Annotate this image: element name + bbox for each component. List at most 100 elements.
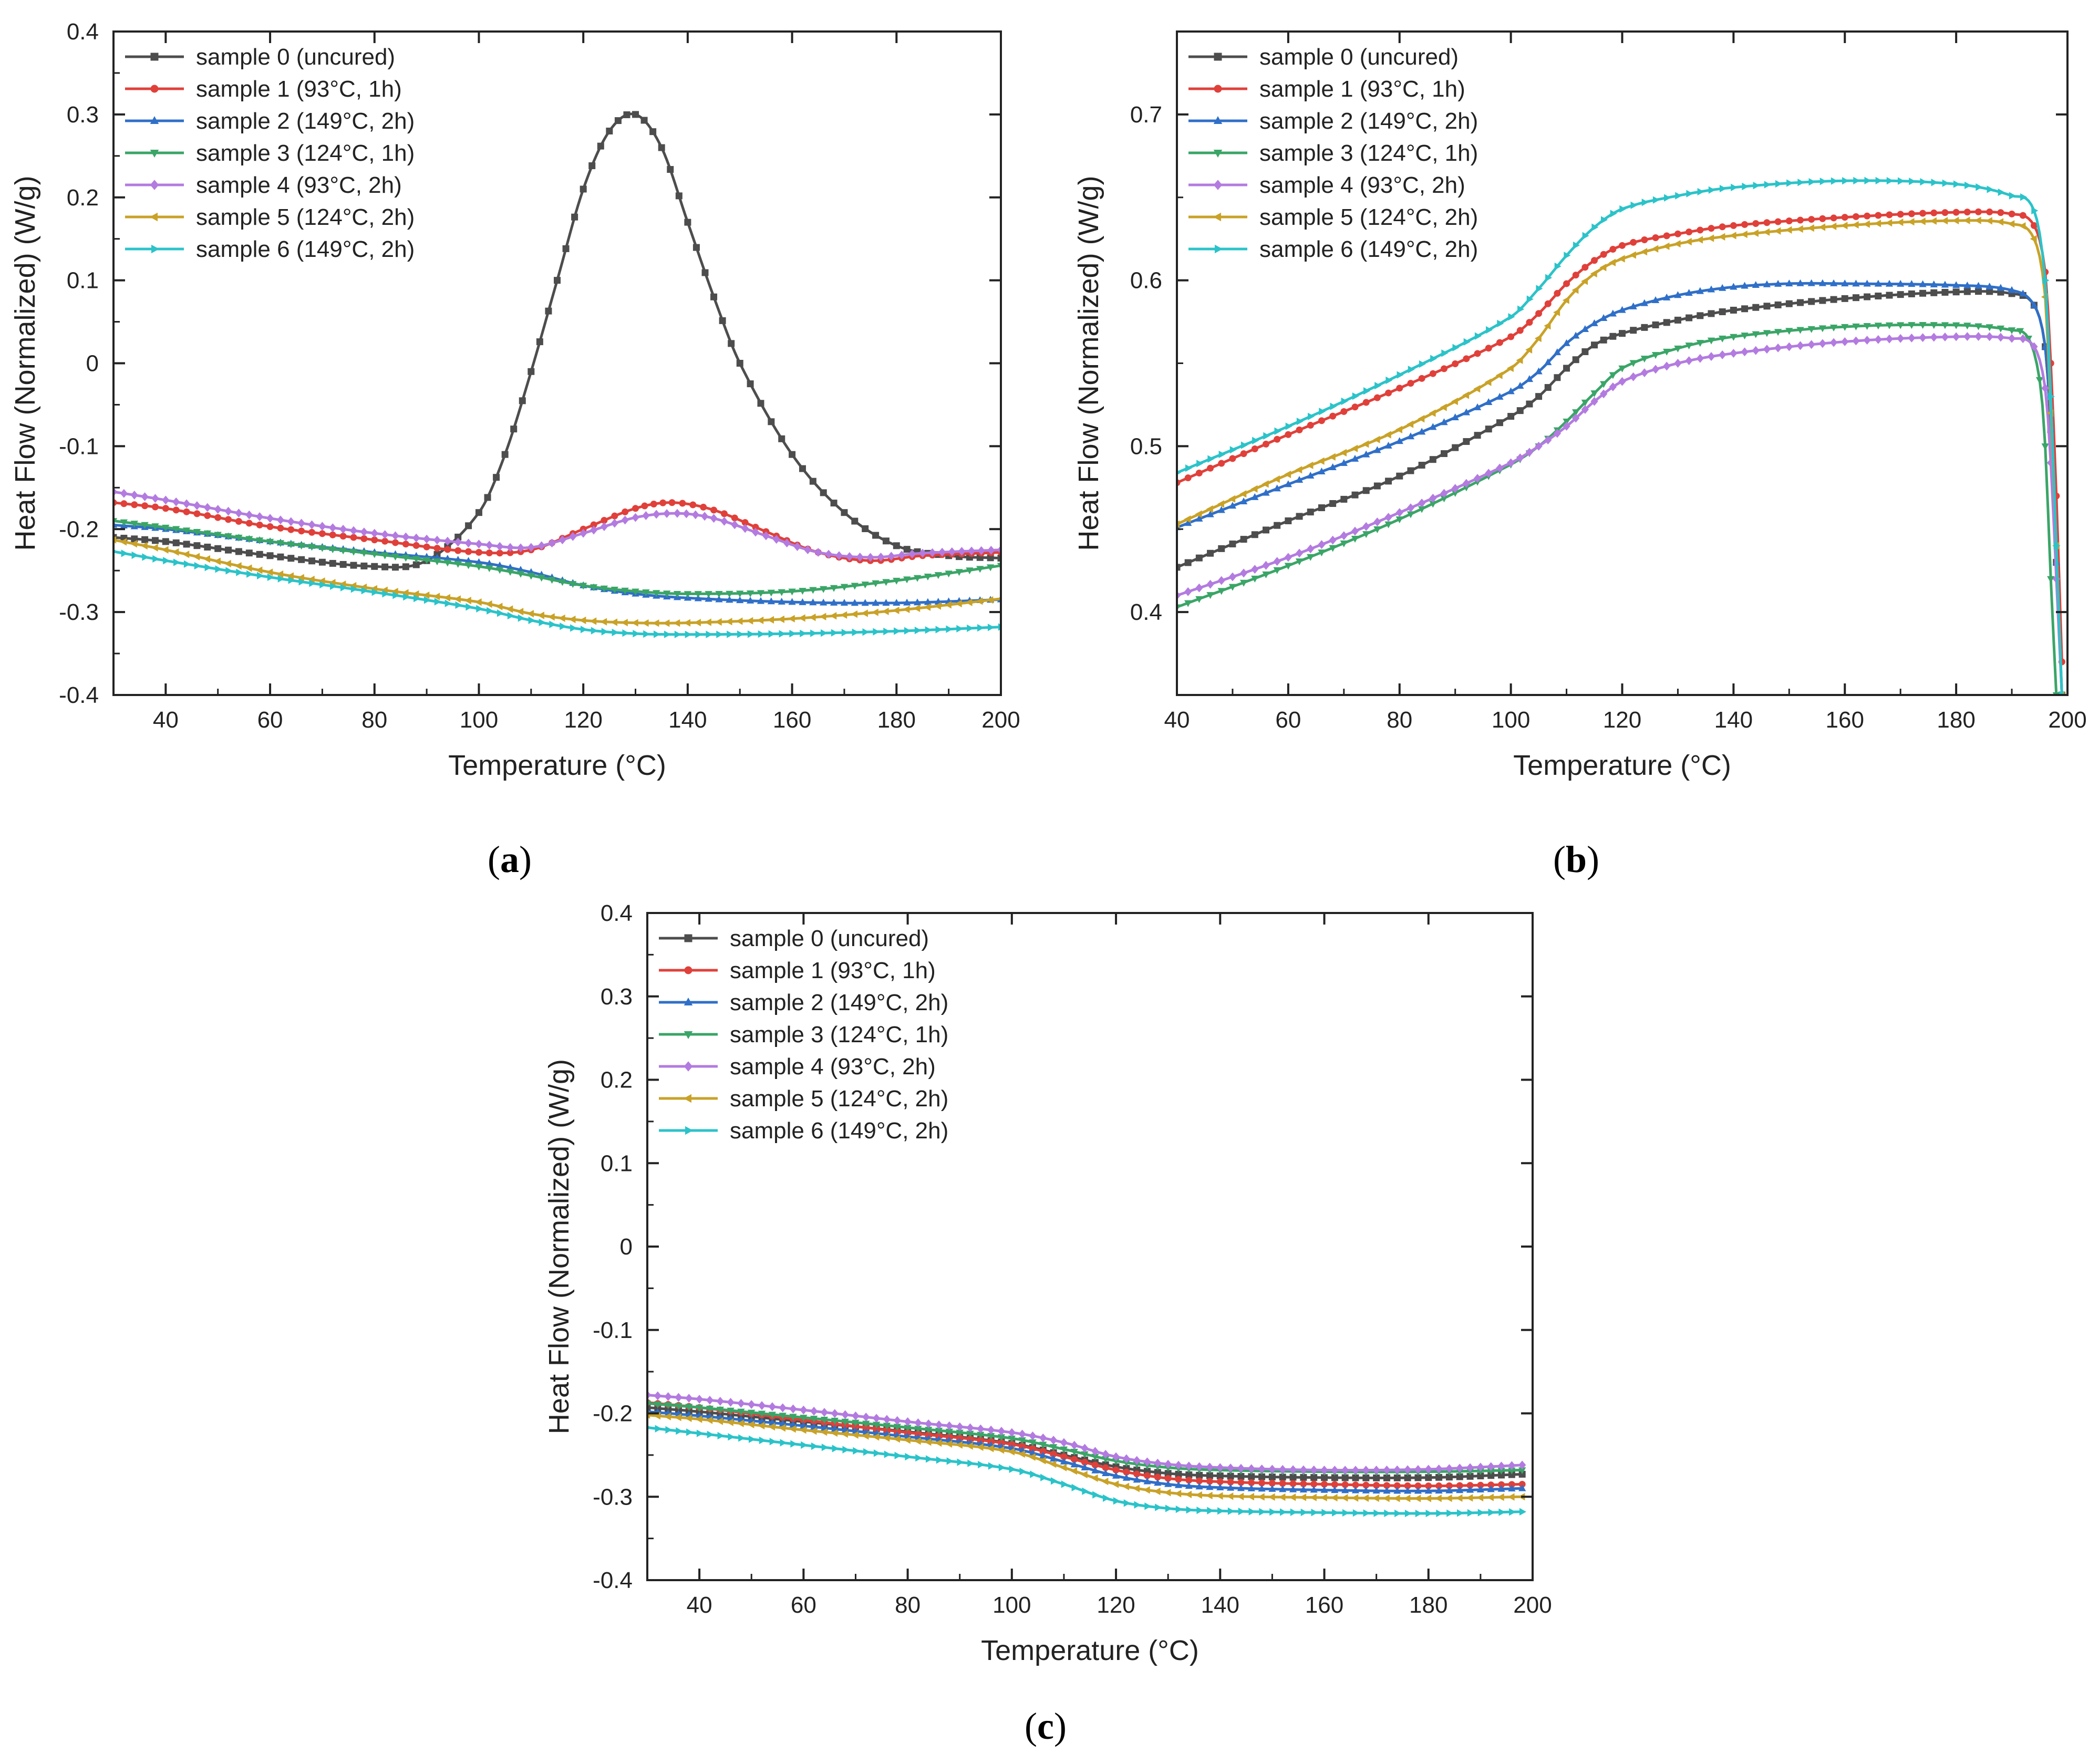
data-point — [1295, 476, 1304, 483]
data-point — [1309, 1493, 1317, 1501]
data-point — [957, 1458, 964, 1466]
data-point — [658, 144, 665, 151]
data-point — [1684, 237, 1692, 246]
data-point — [664, 630, 671, 638]
data-point — [1600, 314, 1608, 321]
data-point — [1217, 506, 1225, 513]
x-tick-label: 80 — [895, 1592, 921, 1618]
data-point — [1351, 454, 1359, 462]
data-point — [443, 536, 452, 546]
data-point — [1496, 392, 1504, 400]
data-point — [1476, 1462, 1485, 1472]
data-point — [1418, 375, 1425, 382]
data-point — [1340, 408, 1348, 415]
data-point — [1526, 319, 1533, 326]
data-point — [893, 1424, 901, 1431]
data-point — [2047, 458, 2055, 468]
data-point — [1295, 466, 1302, 474]
x-axis-title: Temperature (°C) — [448, 750, 666, 781]
data-point — [820, 1417, 829, 1424]
data-point — [684, 591, 692, 598]
data-point — [1081, 1444, 1089, 1453]
data-point — [182, 551, 190, 558]
data-point — [172, 539, 180, 546]
data-point — [715, 595, 723, 603]
data-point — [997, 555, 1001, 562]
data-point — [1279, 1480, 1286, 1487]
data-point — [1310, 1480, 1318, 1488]
data-point — [225, 546, 232, 554]
data-point — [1544, 322, 1551, 330]
data-point — [1785, 217, 1793, 224]
data-point — [877, 552, 885, 562]
data-point — [1571, 286, 1579, 294]
data-point — [173, 558, 181, 566]
data-point — [788, 588, 796, 596]
data-point — [1429, 409, 1436, 417]
data-point — [1384, 431, 1391, 439]
data-point — [1352, 392, 1359, 400]
data-point — [893, 598, 901, 606]
data-point — [433, 593, 440, 600]
data-point — [793, 542, 801, 551]
data-point — [1785, 328, 1793, 335]
data-point — [1228, 572, 1237, 582]
data-point — [391, 531, 399, 541]
data-point — [1332, 1509, 1339, 1517]
data-point — [474, 598, 482, 606]
data-point — [1049, 1455, 1058, 1462]
data-point — [685, 1394, 693, 1403]
data-point — [809, 587, 817, 594]
data-point — [1226, 1492, 1234, 1500]
data-point — [465, 522, 472, 530]
data-point — [663, 590, 671, 598]
data-point — [772, 535, 780, 544]
data-point — [1414, 1487, 1422, 1494]
data-point — [1609, 258, 1616, 266]
data-point — [1840, 222, 1848, 230]
data-point — [1986, 332, 1993, 341]
data-point — [2019, 289, 2027, 297]
data-point — [1674, 291, 1682, 298]
data-point — [516, 608, 524, 616]
data-point — [1908, 210, 1915, 217]
y-tick-label: 0.4 — [1130, 599, 1162, 625]
data-point — [934, 602, 941, 610]
data-point — [1070, 1467, 1077, 1475]
data-point — [1070, 1460, 1078, 1468]
data-point — [297, 543, 305, 550]
data-point — [752, 524, 759, 531]
data-point — [1652, 321, 1659, 328]
data-point — [1184, 515, 1191, 523]
data-point — [924, 603, 931, 611]
data-point — [1675, 192, 1682, 200]
data-point — [1509, 1508, 1516, 1516]
data-point — [298, 556, 305, 563]
data-point — [685, 630, 692, 638]
data-point — [141, 492, 149, 501]
data-point — [1092, 1491, 1100, 1499]
data-point — [715, 590, 723, 598]
data-point — [1456, 1464, 1464, 1473]
y-tick-label: 0.1 — [67, 268, 99, 294]
data-point — [1987, 185, 1994, 193]
data-point — [1362, 531, 1370, 538]
data-point — [1352, 1474, 1359, 1481]
data-point — [1708, 186, 1715, 194]
series-1 — [1177, 208, 2065, 666]
data-point — [1516, 453, 1524, 463]
data-point — [267, 573, 274, 581]
data-point — [1952, 332, 1960, 341]
data-point — [1373, 435, 1380, 443]
data-point — [288, 576, 295, 584]
data-point — [1864, 177, 1871, 184]
data-point — [1362, 399, 1370, 406]
data-point — [412, 533, 420, 543]
data-point — [1564, 252, 1571, 260]
data-point — [715, 618, 722, 626]
data-point — [1886, 292, 1893, 299]
data-point — [1640, 368, 1649, 378]
data-point — [1752, 304, 1760, 311]
data-point — [1373, 517, 1381, 526]
data-point — [894, 1428, 901, 1435]
